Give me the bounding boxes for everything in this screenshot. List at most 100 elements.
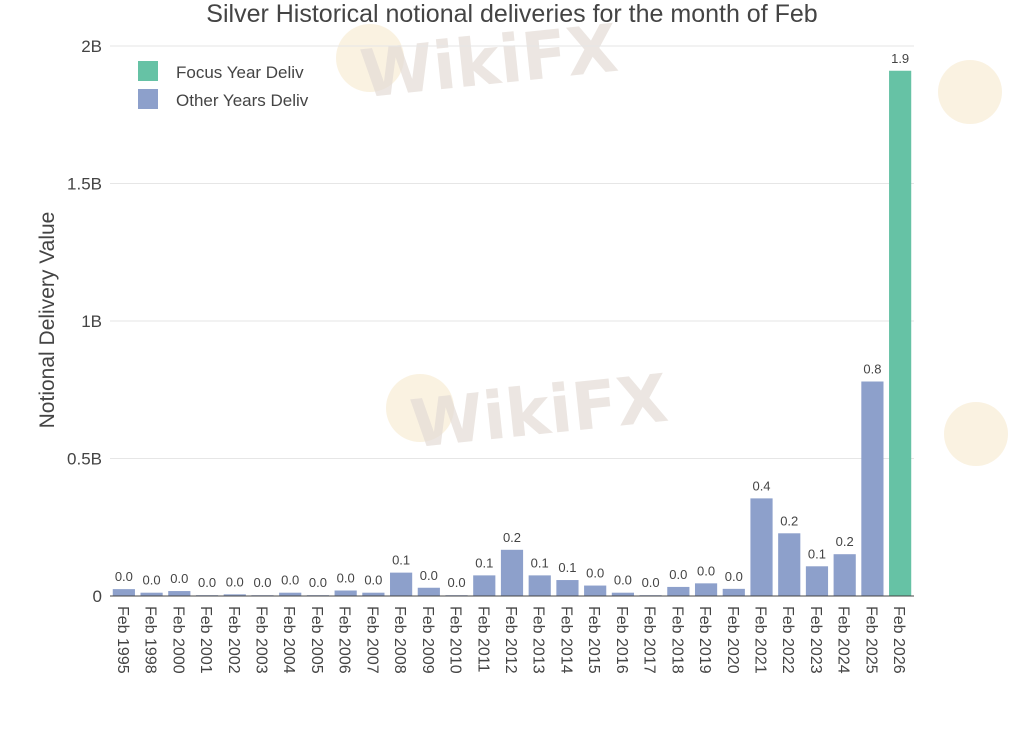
bar-feb-2026[interactable] [889,70,912,596]
bar-feb-2021[interactable] [750,498,773,596]
x-tick-label: Feb 2003 [252,606,269,674]
data-label: 0.0 [669,567,687,582]
x-tick-label: Feb 2007 [363,606,380,674]
y-tick-label: 0 [93,587,102,606]
legend-item-focus-year[interactable]: Focus Year Deliv [138,61,304,82]
gridlines [110,45,914,459]
watermark-logo [944,402,1008,466]
legend[interactable]: Focus Year Deliv Other Years Deliv [138,61,309,110]
bar-feb-2016[interactable] [611,592,634,596]
x-tick-label: Feb 1998 [142,606,159,674]
x-tick-label: Feb 2008 [391,606,408,674]
y-axis-ticks: 0 0.5B 1B 1.5B 2B [67,37,102,606]
bar-feb-2013[interactable] [528,575,551,596]
y-axis-label: Notional Delivery Value [36,212,59,429]
x-tick-label: Feb 2011 [474,606,491,673]
data-label: 0.0 [420,568,438,583]
x-tick-label: Feb 2006 [336,606,353,674]
bar-feb-2002[interactable] [223,594,246,596]
bar-feb-2018[interactable] [667,586,690,596]
data-label: 0.0 [115,569,133,584]
data-label: 0.0 [143,573,161,588]
x-tick-label: Feb 2013 [530,606,547,674]
bar-feb-2020[interactable] [722,588,745,596]
watermark-logo [336,24,404,92]
data-label: 0.2 [780,513,798,528]
bar-feb-2006[interactable] [334,590,357,597]
x-tick-label: Feb 2018 [668,606,685,674]
data-label: 0.2 [836,534,854,549]
x-tick-label: Feb 2010 [447,606,464,674]
y-tick-label: 0.5B [67,450,102,469]
legend-label-other-years: Other Years Deliv [176,91,309,110]
data-labels: 0.0 0.0 0.0 0.0 0.0 0.0 0.0 0.0 0.0 0.0 0.1 0.0 0.0 0… [115,51,909,590]
legend-item-other-years[interactable]: Other Years Deliv [138,89,309,110]
x-tick-label: Feb 2026 [890,606,907,674]
x-tick-label: Feb 2014 [557,606,574,674]
data-label: 0.0 [309,575,327,590]
bar-feb-2007[interactable] [362,592,385,596]
bar-feb-2008[interactable] [390,572,413,596]
data-label: 0.8 [863,362,881,377]
x-tick-label: Feb 2025 [862,606,879,674]
x-tick-label: Feb 2001 [197,606,214,674]
bar-feb-2025[interactable] [861,381,884,597]
bar-feb-2012[interactable] [500,549,524,596]
bar-feb-2014[interactable] [556,580,579,596]
data-label: 0.0 [281,573,299,588]
bar-feb-2000[interactable] [168,591,191,596]
legend-swatch-other-years [138,89,158,109]
bar-feb-1995[interactable] [112,589,135,596]
bar-feb-2023[interactable] [805,566,829,596]
data-label: 0.4 [752,478,770,493]
data-label: 0.0 [364,573,382,588]
x-tick-label: Feb 2020 [724,606,741,674]
x-tick-label: Feb 1995 [114,606,131,674]
x-axis-ticks: Feb 1995 Feb 1998 Feb 2000 Feb 2001 Feb 2002… [114,606,907,674]
x-tick-label: Feb 2024 [835,606,852,674]
watermark-logo [386,374,454,442]
x-tick-label: Feb 2019 [696,606,713,674]
bar-feb-2024[interactable] [833,554,856,596]
x-tick-label: Feb 2023 [807,606,824,674]
x-tick-label: Feb 2017 [641,606,658,674]
watermark-logo [938,60,1002,124]
bar-feb-2004[interactable] [279,592,302,596]
legend-label-focus-year: Focus Year Deliv [176,63,304,82]
data-label: 0.1 [392,553,410,568]
bar-feb-2022[interactable] [778,533,801,596]
bar-feb-1998[interactable] [140,592,163,596]
bar-feb-2009[interactable] [417,587,440,596]
data-label: 0.0 [170,571,188,586]
y-tick-label: 1B [81,312,102,331]
data-label: 0.2 [503,530,521,545]
data-label: 0.1 [531,555,549,570]
watermark-text: WikiFX [407,360,672,464]
chart-title: Silver Historical notional deliveries fo… [206,0,817,28]
data-label: 0.0 [642,575,660,590]
data-label: 0.1 [808,546,826,561]
x-tick-label: Feb 2002 [225,606,242,674]
data-label: 1.9 [891,51,909,66]
data-label: 0.1 [475,555,493,570]
y-tick-label: 1.5B [67,175,102,194]
x-tick-label: Feb 2004 [280,606,297,674]
data-label: 0.0 [337,571,355,586]
data-label: 0.0 [253,575,271,590]
bar-feb-2015[interactable] [584,585,607,596]
data-label: 0.0 [725,569,743,584]
bar-feb-2019[interactable] [694,583,718,596]
legend-swatch-focus-year [138,61,158,81]
data-label: 0.1 [558,560,576,575]
bars [112,70,912,597]
data-label: 0.0 [586,566,604,581]
bar-feb-2011[interactable] [473,575,496,596]
x-tick-label: Feb 2012 [502,606,519,674]
x-tick-label: Feb 2005 [308,606,325,674]
data-label: 0.0 [226,574,244,589]
x-tick-label: Feb 2000 [169,606,186,674]
data-label: 0.0 [198,575,216,590]
y-tick-label: 2B [81,37,102,56]
